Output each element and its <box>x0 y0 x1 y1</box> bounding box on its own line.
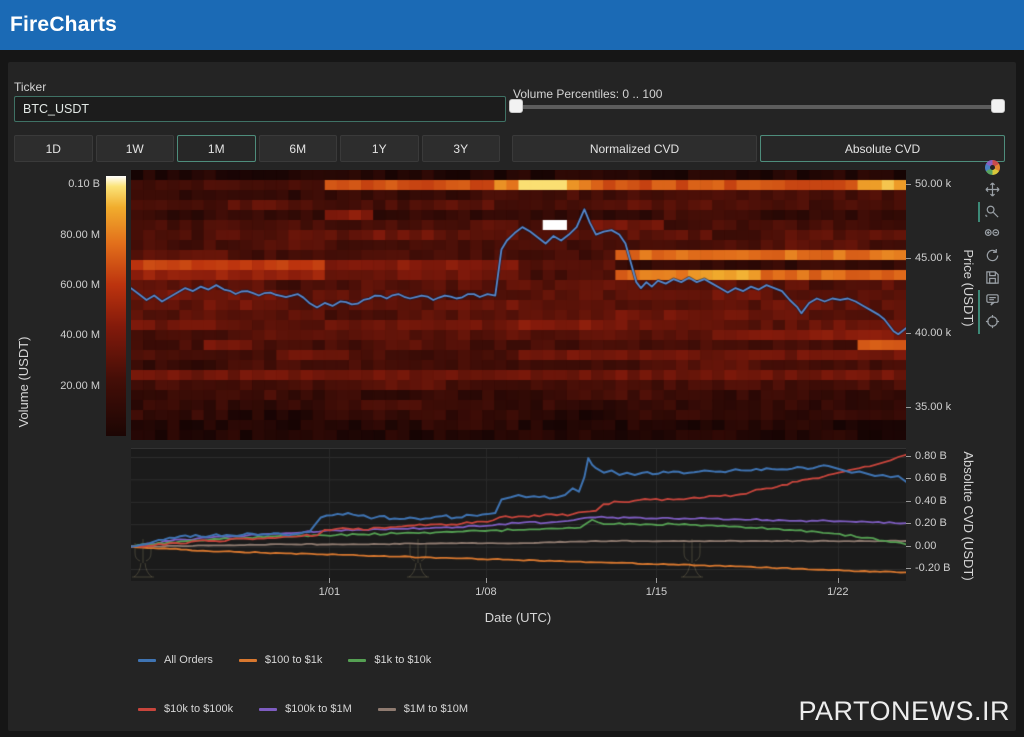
price-tick-mark <box>906 258 911 260</box>
legend-item--1m-to-10m[interactable]: $1M to $10M <box>377 703 468 715</box>
volume-tick-label: 60.00 M <box>60 278 100 291</box>
volume-percentiles-label: Volume Percentiles: 0 .. 100 <box>513 87 663 101</box>
app-title: FireCharts <box>10 13 118 36</box>
legend-label: $10k to $100k <box>164 703 234 715</box>
cvd-tick-label: 0.60 B <box>915 472 947 485</box>
legend-item--1k-to-10k[interactable]: $1k to $10k <box>348 654 431 666</box>
legend-label: $1k to $10k <box>374 654 432 666</box>
zoom-in-out-icon[interactable] <box>982 224 1002 243</box>
legend-item--10k-to-100k[interactable]: $10k to $100k <box>138 703 233 715</box>
legend-label: All Orders <box>164 654 213 666</box>
legend-item-all-orders[interactable]: All Orders <box>138 654 213 666</box>
timeframe-button-1d[interactable]: 1D <box>14 135 93 162</box>
date-tick-label: 1/15 <box>645 586 668 598</box>
cvd-mode-button-absolute-cvd[interactable]: Absolute CVD <box>760 135 1005 162</box>
cvd-tick-label: 0.40 B <box>915 494 947 507</box>
percentile-slider-handle-min[interactable] <box>509 99 523 113</box>
legend-item--100k-to-1m[interactable]: $100k to $1M <box>259 703 352 715</box>
plotly-logo-icon[interactable] <box>982 158 1002 177</box>
cvd-tick-mark <box>906 568 911 569</box>
site-watermark: PARTONEWS.IR <box>798 696 1010 726</box>
volume-tick-label: 0.10 B <box>68 178 100 191</box>
volume-tick-label: 40.00 M <box>60 329 100 342</box>
legend-label: $1M to $10M <box>403 703 468 715</box>
legend-swatch <box>138 658 156 662</box>
date-tick-mark <box>656 578 658 583</box>
absolute-cvd-chart[interactable] <box>131 448 906 581</box>
price-tick-mark <box>906 184 911 185</box>
timeframe-button-1y[interactable]: 1Y <box>340 135 419 162</box>
price-tick-mark <box>906 407 911 409</box>
save-image-icon[interactable] <box>982 268 1002 287</box>
hover-tooltip-icon[interactable] <box>982 290 1002 309</box>
price-tick-label: 50.00 k <box>915 178 952 190</box>
date-tick-label: 1/22 <box>827 586 849 598</box>
volume-tick-label: 80.00 M <box>60 228 100 241</box>
cvd-tick-mark <box>906 500 911 502</box>
legend-label: $100k to $1M <box>285 703 352 715</box>
timeframe-button-3y[interactable]: 3Y <box>421 135 500 162</box>
volume-axis-title: Volume (USDT) <box>16 336 31 428</box>
zoom-box-icon[interactable] <box>982 202 1002 221</box>
percentile-slider-handle-max[interactable] <box>991 99 1005 113</box>
legend-label: $100 to $1k <box>264 654 323 666</box>
app-header: FireCharts <box>0 0 1024 50</box>
price-tick-label: 45.00 k <box>915 252 952 265</box>
pan-icon[interactable] <box>982 180 1002 199</box>
price-tick-mark <box>906 332 911 334</box>
legend-swatch <box>238 658 257 662</box>
legend-row: $10k to $100k $100k to $1M $1M to $10M <box>138 703 468 715</box>
legend-swatch <box>259 707 278 711</box>
cvd-axis-title: Absolute CVD (USDT) <box>961 451 976 581</box>
date-tick-mark <box>329 578 331 583</box>
cvd-tick-label: 0.80 B <box>915 450 947 462</box>
price-tick-label: 40.00 k <box>915 326 952 339</box>
timeframe-button-6m[interactable]: 6M <box>258 135 337 162</box>
ticker-label: Ticker <box>14 80 47 94</box>
active-tool-indicator <box>978 202 980 222</box>
reset-axes-icon[interactable] <box>982 246 1002 265</box>
chart-modebar <box>982 158 1002 331</box>
legend-swatch <box>138 707 156 711</box>
date-tick-mark <box>837 578 839 583</box>
heatmap-price-chart[interactable] <box>131 170 906 440</box>
timeframe-button-1m[interactable]: 1M <box>177 135 256 162</box>
percentile-slider-track[interactable] <box>513 105 1005 109</box>
cvd-tick-mark <box>906 523 911 525</box>
cvd-mode-button-normalized-cvd[interactable]: Normalized CVD <box>512 135 757 162</box>
volume-tick-label: 20.00 M <box>60 379 100 392</box>
date-tick-label: 1/01 <box>318 586 341 598</box>
volume-colorbar <box>106 176 126 436</box>
legend-item--100-to-1k[interactable]: $100 to $1k <box>238 654 323 666</box>
legend-swatch <box>377 707 396 711</box>
ticker-input[interactable] <box>14 96 506 122</box>
cvd-tick-mark <box>906 478 911 480</box>
date-axis-title: Date (UTC) <box>484 610 552 625</box>
cvd-tick-mark <box>906 545 911 547</box>
price-axis-title: Price (USDT) <box>961 249 976 327</box>
cvd-tick-label: 0.20 B <box>915 517 947 530</box>
crosshair-icon[interactable] <box>982 312 1002 331</box>
date-tick-mark <box>485 578 487 583</box>
legend-swatch <box>348 658 367 662</box>
timeframe-button-1w[interactable]: 1W <box>95 135 174 162</box>
cvd-tick-mark <box>906 456 911 457</box>
hover-mode-indicator <box>978 290 980 334</box>
cvd-tick-label: 0.00 <box>915 539 937 552</box>
price-tick-label: 35.00 k <box>915 401 952 414</box>
cvd-mode-button-group: Normalized CVD Absolute CVD <box>512 135 1005 162</box>
date-tick-label: 1/08 <box>475 586 497 598</box>
cvd-tick-label: -0.20 B <box>915 562 951 574</box>
timeframe-button-group: 1D 1W 1M 6M 1Y 3Y <box>14 135 500 162</box>
legend-row: All Orders $100 to $1k $1k to $10k <box>138 654 431 666</box>
